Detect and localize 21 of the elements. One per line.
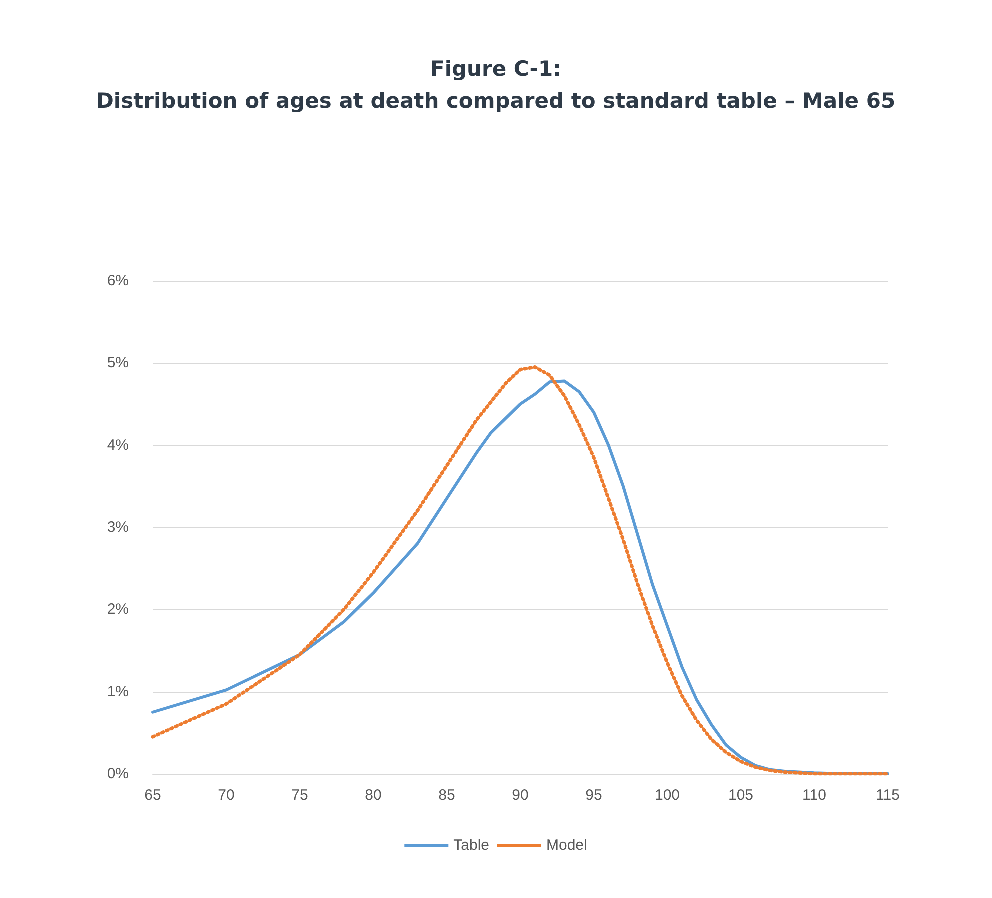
x-tick-label: 95: [586, 787, 602, 804]
y-tick-label: 2%: [107, 601, 129, 618]
x-tick-label: 75: [292, 787, 308, 804]
x-tick-label: 85: [438, 787, 456, 804]
x-tick-label: 90: [512, 787, 529, 804]
legend-label: Table: [454, 837, 490, 854]
x-tick-label: 70: [218, 787, 235, 804]
chart-title: Figure C-1: Distribution of ages at death compared to standard table – Male 65: [96, 57, 896, 113]
x-tick-label: 80: [365, 787, 382, 804]
x-tick-label: 105: [728, 787, 754, 804]
x-tick-label: 115: [876, 787, 900, 804]
y-tick-label: 5%: [107, 354, 129, 372]
y-tick-label: 1%: [107, 683, 129, 700]
x-tick-label: 65: [144, 787, 162, 804]
y-tick-label: 0%: [107, 766, 129, 782]
x-tick-label: 100: [654, 787, 680, 804]
y-tick-label: 3%: [107, 519, 129, 536]
y-tick-label: 4%: [107, 436, 129, 454]
legend-label: Model: [546, 837, 588, 854]
x-tick-label: 110: [802, 787, 826, 804]
y-tick-label: 6%: [107, 272, 129, 290]
